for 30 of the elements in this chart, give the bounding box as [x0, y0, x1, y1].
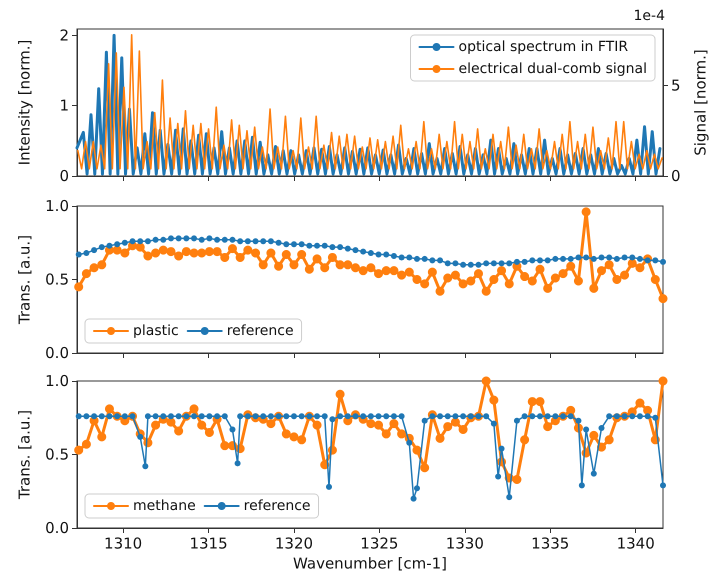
y-tick-label: 2: [59, 26, 69, 44]
x-tick-label: 1315: [189, 534, 228, 552]
y-axis-title: Trans. [a.u.]: [16, 234, 34, 326]
x-tick-label: 1320: [274, 534, 314, 552]
y-axis-title: Trans. [a.u.]: [16, 410, 34, 500]
y2-axis-title: Signal [norm.]: [692, 49, 710, 156]
y-axis-title: Intensity [norm.]: [16, 40, 34, 166]
y-tick-label: 0.5: [45, 446, 69, 464]
y-tick-label: 1.0: [45, 197, 69, 215]
y-tick-label: 1: [59, 96, 69, 115]
y-tick-label: 1.0: [45, 372, 69, 390]
legend-label: electrical dual-comb signal: [458, 61, 648, 77]
text: 1e-4: [634, 8, 666, 24]
y-tick-label: 0: [59, 167, 69, 185]
legend-label: reference: [226, 323, 294, 339]
x-tick-label: 1310: [104, 534, 142, 552]
x-tick-label: 1335: [531, 534, 570, 552]
y2-tick-label: 5: [671, 76, 681, 94]
x-axis-title: Wavenumber [cm-1]: [293, 554, 447, 572]
x-tick-label: 1330: [446, 534, 484, 552]
y-tick-label: 0.0: [45, 344, 69, 362]
x-tick-label: 1340: [616, 534, 655, 552]
legend-label: optical spectrum in FTIR: [458, 39, 628, 55]
legend-label: reference: [244, 498, 311, 514]
y-tick-label: 0.0: [45, 519, 69, 537]
y2-tick-label: 0: [671, 167, 681, 185]
x-tick-label: 1325: [360, 534, 398, 552]
legend-label: plastic: [133, 323, 179, 339]
y-tick-label: 0.5: [45, 270, 69, 288]
legend-label: methane: [133, 498, 196, 514]
